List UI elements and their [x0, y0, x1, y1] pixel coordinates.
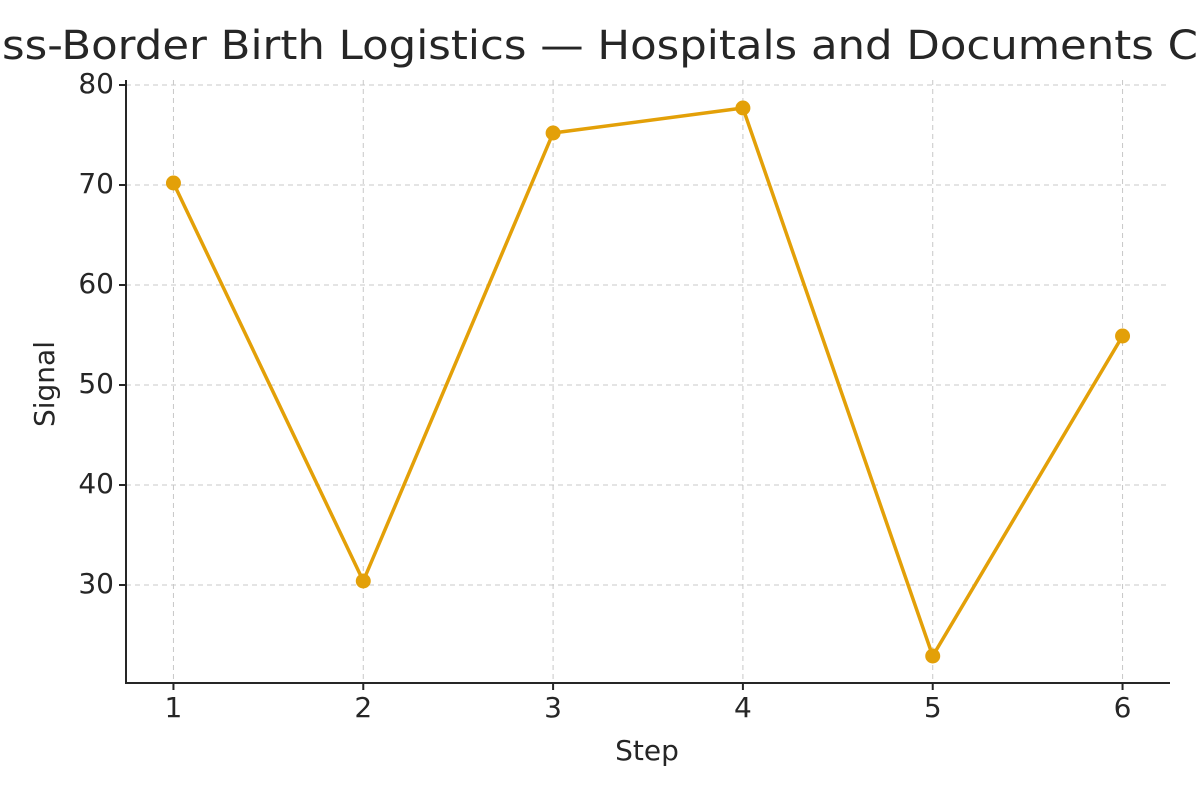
y-tick-label: 80: [78, 67, 114, 100]
x-tick-label: 5: [924, 691, 942, 724]
point: [355, 573, 371, 589]
point: [165, 175, 181, 191]
x-tick-label: 2: [354, 691, 372, 724]
y-tick-label: 40: [78, 467, 114, 500]
point: [545, 125, 561, 141]
y-axis-label: Signal: [28, 341, 61, 427]
y-tick-label: 30: [78, 567, 114, 600]
x-axis-label: Step: [615, 734, 679, 767]
x-tick-label: 1: [165, 691, 183, 724]
y-tick-label: 70: [78, 167, 114, 200]
point: [1115, 328, 1131, 344]
point: [735, 100, 751, 116]
point: [925, 648, 941, 664]
line: [171, 106, 1125, 658]
y-tick-label: 60: [78, 267, 114, 300]
x-tick-label: 3: [544, 691, 562, 724]
y-tick-label: 50: [78, 367, 114, 400]
x-tick-label: 6: [1114, 691, 1132, 724]
x-tick-label: 4: [734, 691, 752, 724]
chart-title: ss-Border Birth Logistics — Hospitals an…: [2, 23, 1198, 69]
